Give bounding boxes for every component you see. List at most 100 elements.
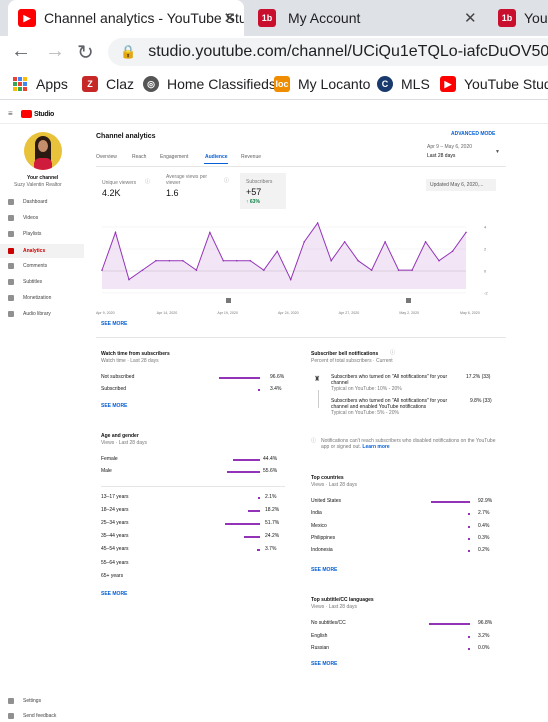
bell-note: Notifications can't reach subscribers wh… xyxy=(321,438,496,451)
sidebar-item-playlists[interactable]: Playlists xyxy=(8,228,84,240)
tab-channel-analytics[interactable]: ▶ Channel analytics - YouTube Stuc ✕ xyxy=(8,0,244,36)
chart-point[interactable] xyxy=(209,231,211,234)
age-gender-subtitle: Views · Last 28 days xyxy=(101,440,148,446)
tab-my-account[interactable]: 1b My Account ✕ xyxy=(252,0,484,36)
chart-point[interactable] xyxy=(141,269,144,271)
tab-audience[interactable]: Audience xyxy=(205,154,228,160)
sidebar-item-label: Comments xyxy=(23,263,48,269)
chart-point[interactable] xyxy=(370,269,373,271)
sidebar-item-feedback[interactable]: Send feedback xyxy=(8,710,84,722)
sidebar-item-audio-library[interactable]: Audio library xyxy=(8,308,84,320)
chart-point[interactable] xyxy=(465,231,467,234)
see-more-link[interactable]: SEE MORE xyxy=(101,403,128,409)
chart-point[interactable] xyxy=(397,269,400,271)
hamburger-menu-icon[interactable]: ≡ xyxy=(8,109,13,118)
bookmark-label: My Locanto xyxy=(298,76,371,92)
see-more-link[interactable]: SEE MORE xyxy=(101,321,128,327)
close-icon[interactable]: ✕ xyxy=(464,10,477,27)
bell-row-typical: Typical on YouTube: 5% - 20% xyxy=(331,409,399,416)
row-label: 13–17 years xyxy=(101,494,129,500)
video-marker-icon[interactable] xyxy=(406,298,411,303)
tb-icon: 1b xyxy=(498,9,516,27)
sidebar-item-settings[interactable]: Settings xyxy=(8,695,84,707)
tab-youtube[interactable]: 1b YouT xyxy=(492,0,548,36)
chart-point[interactable] xyxy=(168,259,171,262)
bookmark-home-classifieds[interactable]: ◎ Home Classifieds xyxy=(143,68,276,100)
sidebar-item-subtitles[interactable]: Subtitles xyxy=(8,276,84,288)
address-bar[interactable]: 🔒 studio.youtube.com/channel/UCiQu1eTQLo… xyxy=(108,38,548,66)
see-more-link[interactable]: SEE MORE xyxy=(311,661,338,667)
chart-point[interactable] xyxy=(411,269,413,271)
channel-avatar[interactable] xyxy=(24,132,62,170)
age-divider xyxy=(101,486,285,487)
see-more-link[interactable]: SEE MORE xyxy=(311,567,338,573)
chart-point[interactable] xyxy=(343,241,346,243)
url-text: studio.youtube.com/channel/UCiQu1eTQLo-i… xyxy=(148,43,548,60)
reload-icon[interactable]: ↻ xyxy=(77,42,94,64)
chart-point[interactable] xyxy=(451,250,454,253)
chart-point[interactable] xyxy=(236,259,238,262)
sidebar-item-analytics[interactable]: Analytics xyxy=(0,244,84,258)
tab-overview[interactable]: Overview xyxy=(96,154,117,160)
back-arrow-icon[interactable]: ← xyxy=(11,40,31,62)
chart-point[interactable] xyxy=(330,259,332,262)
sidebar-item-label: Playlists xyxy=(23,231,42,237)
chart-point[interactable] xyxy=(101,269,103,271)
sidebar-item-monetization[interactable]: Monetization xyxy=(8,292,84,304)
bookmark-my-locanto[interactable]: loc My Locanto xyxy=(274,68,370,100)
help-icon[interactable]: ⓘ xyxy=(390,350,396,356)
sidebar-item-videos[interactable]: Videos xyxy=(8,212,84,224)
chart-point[interactable] xyxy=(195,269,198,271)
row-label: 45–54 years xyxy=(101,546,129,553)
chart-point[interactable] xyxy=(384,241,386,243)
bell-row-value: 9.8% (33) xyxy=(470,398,492,404)
chart-point[interactable] xyxy=(155,259,157,262)
chart-point[interactable] xyxy=(357,259,359,262)
chart-point[interactable] xyxy=(289,278,292,281)
chart-point[interactable] xyxy=(249,259,252,262)
chart-point[interactable] xyxy=(182,259,184,262)
row-value: 3.2% xyxy=(478,632,490,639)
chart-point[interactable] xyxy=(276,250,279,253)
sidebar-item-comments[interactable]: Comments xyxy=(8,260,84,272)
row-label: United States xyxy=(311,498,342,504)
help-icon[interactable]: ⓘ xyxy=(145,179,151,185)
row-bar xyxy=(468,550,470,553)
dashboard-icon xyxy=(8,199,14,205)
date-picker[interactable]: Apr 9 – May 6, 2020 Last 28 days ▼ xyxy=(427,143,503,163)
chart-point[interactable] xyxy=(303,241,306,243)
chart-point[interactable] xyxy=(222,259,225,262)
tab-engagement[interactable]: Engagement xyxy=(160,154,189,160)
locanto-icon: loc xyxy=(274,76,290,92)
tab-revenue[interactable]: Revenue xyxy=(241,154,262,160)
chart-area xyxy=(102,223,466,289)
bookmark-claz[interactable]: Z Claz xyxy=(82,68,134,100)
video-marker-icon[interactable] xyxy=(226,298,231,303)
chart-point[interactable] xyxy=(424,241,427,243)
bookmark-mls[interactable]: C MLS xyxy=(377,68,430,100)
monetization-icon xyxy=(8,295,14,301)
chart-point[interactable] xyxy=(128,278,130,281)
audio-library-icon xyxy=(8,311,14,317)
age-gender-title: Age and gender xyxy=(101,433,139,439)
subtitles-subtitle: Views · Last 28 days xyxy=(311,604,358,610)
row-value: 92.9% xyxy=(478,498,493,504)
subscribers-card[interactable] xyxy=(240,173,286,209)
close-icon[interactable]: ✕ xyxy=(223,10,236,27)
chart-point[interactable] xyxy=(438,259,440,262)
chart-point[interactable] xyxy=(316,222,319,224)
chart-point[interactable] xyxy=(262,269,265,271)
forward-arrow-icon[interactable]: → xyxy=(45,40,65,62)
help-icon[interactable]: ⓘ xyxy=(224,178,230,184)
tab-reach[interactable]: Reach xyxy=(132,154,147,160)
bookmark-apps[interactable]: Apps xyxy=(13,68,68,100)
bookmark-label: MLS xyxy=(401,76,430,92)
bookmark-label: Claz xyxy=(106,76,135,92)
bookmark-youtube-studio[interactable]: ▶ YouTube Studio xyxy=(440,68,548,100)
chart-point[interactable] xyxy=(114,231,117,234)
see-more-link[interactable]: SEE MORE xyxy=(101,591,128,597)
sidebar-item-dashboard[interactable]: Dashboard xyxy=(8,196,84,208)
advanced-mode-link[interactable]: ADVANCED MODE xyxy=(451,131,496,137)
row-bar xyxy=(429,623,470,625)
learn-more-link[interactable]: Learn more xyxy=(362,443,390,450)
